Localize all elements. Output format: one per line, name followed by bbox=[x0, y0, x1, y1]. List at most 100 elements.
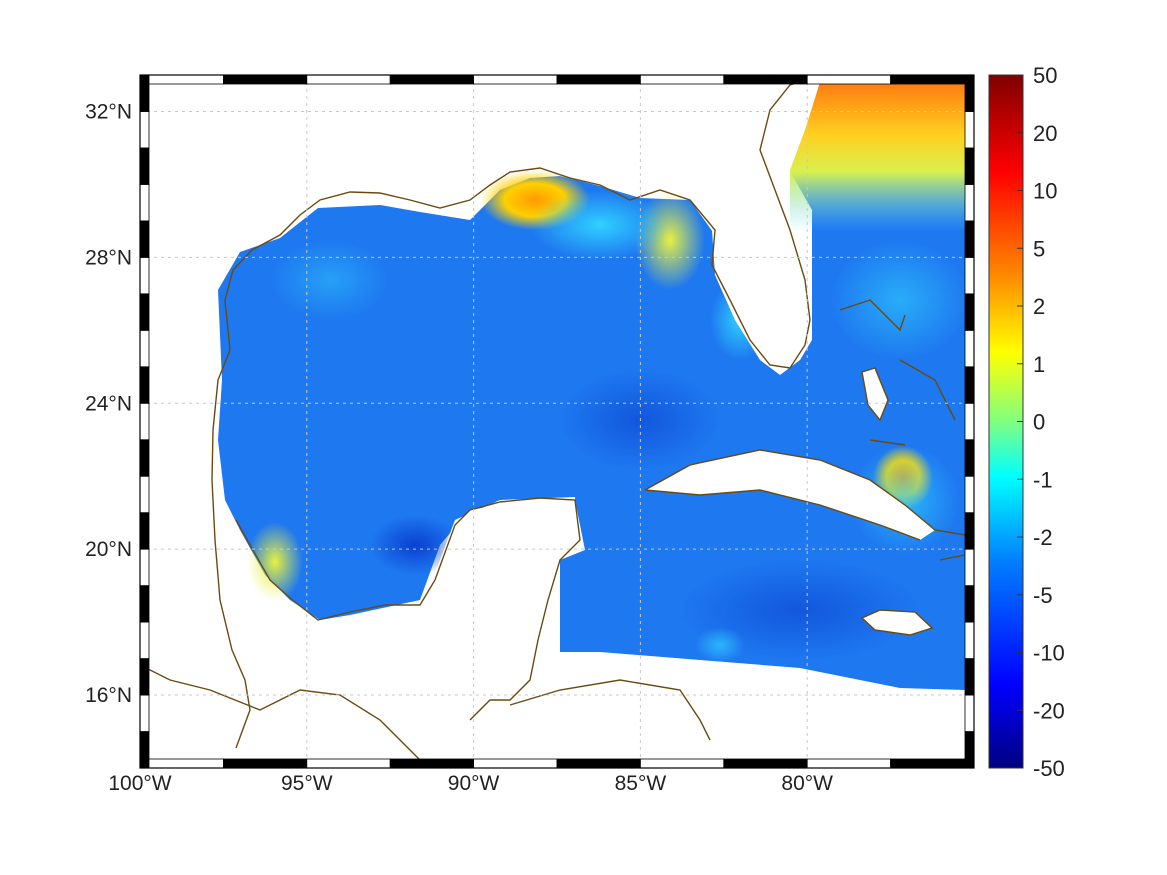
shelf-cyan-1 bbox=[530, 190, 670, 260]
frame-top-segment bbox=[473, 74, 558, 85]
lat-tick-label: 28°N bbox=[85, 246, 132, 269]
frame-bottom-segment bbox=[389, 758, 475, 769]
frame-bottom-segment bbox=[473, 758, 558, 769]
colorbar-label: -1 bbox=[1033, 467, 1053, 492]
frame-left-segment bbox=[139, 731, 150, 769]
lat-tick-label: 32°N bbox=[85, 100, 132, 123]
jamaica-land bbox=[862, 610, 932, 635]
frame-right-segment bbox=[964, 658, 975, 696]
frame-bottom-segment bbox=[222, 758, 308, 769]
colorbar-label: -20 bbox=[1033, 698, 1065, 723]
frame-left-segment bbox=[139, 256, 150, 295]
frame-right-segment bbox=[964, 366, 975, 404]
colorbar-label: 5 bbox=[1033, 236, 1045, 261]
frame-right-segment bbox=[964, 439, 975, 477]
frame-right-segment bbox=[964, 475, 975, 514]
frame-bottom-segment bbox=[723, 758, 808, 769]
mexico-coastline bbox=[235, 497, 581, 721]
colorbar-label: -5 bbox=[1033, 583, 1053, 608]
frame-top-segment bbox=[139, 74, 224, 85]
coastlines bbox=[140, 75, 966, 761]
colorbar-label: 2 bbox=[1033, 294, 1045, 319]
andros-land bbox=[862, 368, 888, 420]
frame-top-segment bbox=[723, 74, 808, 85]
land-mask bbox=[420, 82, 935, 700]
frame-top-segment bbox=[222, 74, 308, 85]
frame-left-segment bbox=[139, 329, 150, 368]
frame-top-segment bbox=[556, 74, 641, 85]
frame-bottom-segment bbox=[306, 758, 391, 769]
florida-land bbox=[695, 82, 820, 375]
lon-tick-label: 95°W bbox=[281, 772, 333, 795]
frame-left-segment bbox=[139, 293, 150, 331]
colorbar-label: -50 bbox=[1033, 756, 1065, 781]
frame-left-segment bbox=[139, 439, 150, 477]
gulf-coastline bbox=[211, 75, 819, 749]
map-frame bbox=[139, 74, 975, 769]
frame-bottom-segment bbox=[806, 758, 892, 769]
lon-tick-label: 90°W bbox=[448, 772, 500, 795]
lon-tick-labels: 100°W 95°W 90°W 85°W 80°W bbox=[108, 772, 833, 795]
hispaniola-coastline bbox=[939, 554, 966, 561]
frame-left-segment bbox=[139, 111, 150, 149]
frame-right-segment bbox=[964, 147, 975, 185]
deep-patch-1 bbox=[370, 515, 460, 575]
lat-tick-labels: 32°N 28°N 24°N 20°N 16°N bbox=[85, 100, 132, 707]
frame-bottom-segment bbox=[556, 758, 641, 769]
frame-left-segment bbox=[139, 475, 150, 514]
frame-right-segment bbox=[964, 548, 975, 587]
frame-top-segment bbox=[890, 74, 975, 85]
frame-right-segment bbox=[964, 74, 975, 112]
frame-top-segment bbox=[306, 74, 391, 85]
frame-left-segment bbox=[139, 366, 150, 404]
light-patch-2 bbox=[695, 627, 745, 663]
lon-tick-label: 85°W bbox=[615, 772, 667, 795]
graticule bbox=[140, 75, 974, 768]
colorbar-label: -2 bbox=[1033, 525, 1053, 550]
frame-left-segment bbox=[139, 694, 150, 732]
frame-right-segment bbox=[964, 585, 975, 623]
light-patch-1 bbox=[270, 240, 390, 320]
frame-bottom-segment bbox=[890, 758, 975, 769]
frame-right-segment bbox=[964, 731, 975, 769]
frame-right-segment bbox=[964, 694, 975, 732]
cuba-coastline bbox=[644, 449, 966, 541]
honduras-coastline bbox=[509, 679, 711, 741]
frame-top-segment bbox=[640, 74, 725, 85]
lon-tick-label: 80°W bbox=[781, 772, 833, 795]
frame-right-segment bbox=[964, 293, 975, 331]
frame-left-segment bbox=[139, 658, 150, 696]
atlantic-cyan bbox=[830, 240, 970, 360]
frame-left-segment bbox=[139, 402, 150, 441]
frame-right-segment bbox=[964, 220, 975, 258]
colorbar-label: 10 bbox=[1033, 179, 1057, 204]
frame-right-segment bbox=[964, 184, 975, 222]
central-america-coastline bbox=[140, 664, 421, 761]
frame-left-segment bbox=[139, 585, 150, 623]
lat-tick-label: 24°N bbox=[85, 392, 132, 415]
frame-left-segment bbox=[139, 184, 150, 222]
frame-left-segment bbox=[139, 74, 150, 112]
frame-right-segment bbox=[964, 329, 975, 368]
colorbar-label: 20 bbox=[1033, 121, 1057, 146]
frame-left-segment bbox=[139, 220, 150, 258]
frame-left-segment bbox=[139, 548, 150, 587]
frame-left-segment bbox=[139, 512, 150, 550]
frame-right-segment bbox=[964, 111, 975, 149]
jamaica-coastline bbox=[860, 609, 934, 636]
frame-right-segment bbox=[964, 402, 975, 441]
frame-right-segment bbox=[964, 621, 975, 659]
colorbar-label: 50 bbox=[1033, 63, 1057, 88]
yucatan-land bbox=[420, 497, 578, 700]
frame-top-segment bbox=[389, 74, 475, 85]
frame-right-segment bbox=[964, 512, 975, 550]
frame-left-segment bbox=[139, 147, 150, 185]
frame-left-segment bbox=[139, 621, 150, 659]
campeche-warm bbox=[247, 522, 303, 602]
cuba-land bbox=[645, 450, 935, 540]
frame-top-segment bbox=[806, 74, 892, 85]
frame-bottom-segment bbox=[640, 758, 725, 769]
colorbar-label: 1 bbox=[1033, 352, 1045, 377]
